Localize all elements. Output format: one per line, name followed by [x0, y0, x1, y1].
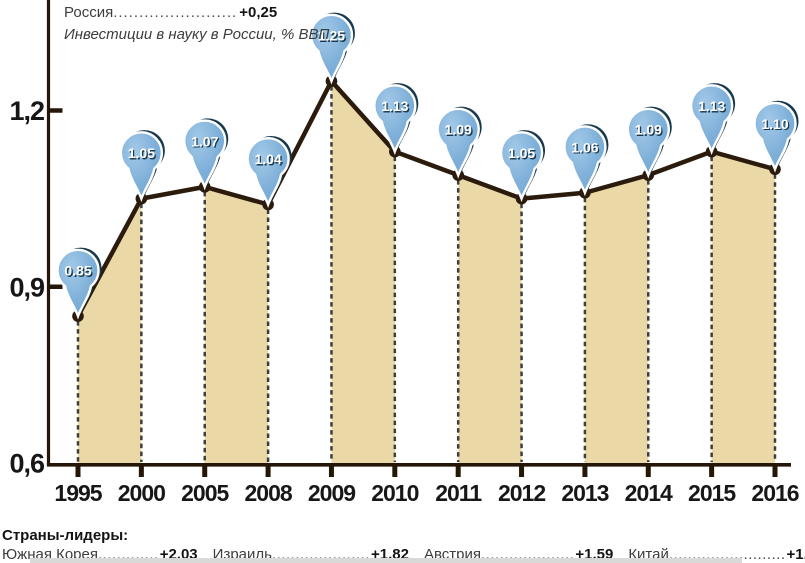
pin-value-label: 1.07	[191, 133, 218, 149]
pin-value-label: 1.09	[635, 122, 662, 138]
area-band	[204, 186, 269, 463]
cropped-bottom-bar	[30, 558, 742, 563]
pin-balloon	[499, 131, 544, 203]
pin-balloon	[246, 137, 290, 209]
pin-value-shadow: 1.05	[129, 146, 156, 162]
pin-value-label: 0.85	[64, 263, 91, 279]
pin-value-shadow: 1.13	[699, 99, 726, 115]
pin-value-label: 1.06	[571, 139, 598, 155]
x-axis-year-label: 2016	[751, 480, 798, 506]
x-axis-year-label: 2014	[625, 480, 673, 506]
value-pin: 1.091.09	[436, 106, 482, 179]
x-axis-year-label: 2015	[688, 480, 736, 506]
value-pin: 1.251.25	[309, 12, 355, 85]
leader-dots: ........................	[113, 4, 238, 21]
pin-value-label: 1.05	[508, 145, 535, 161]
area-band	[584, 175, 649, 463]
pin-balloon	[119, 131, 164, 203]
pin-value-shadow: 1.13	[382, 99, 409, 115]
pin-value-shadow: 1.25	[319, 29, 346, 45]
y-axis-tick-label: 0,9	[9, 272, 45, 302]
chart-subtitle: Инвестиции в науку в России, % ВВП	[64, 26, 330, 43]
leaders-title: Страны-лидеры:	[2, 527, 129, 544]
x-axis-year-label: 2005	[181, 480, 229, 506]
pin-value-shadow: 1.10	[763, 117, 790, 133]
series-label: Россия	[64, 4, 114, 21]
x-axis-year-label: 2013	[561, 480, 608, 506]
series-value: +0,25	[239, 4, 278, 21]
area-band	[458, 175, 522, 463]
value-pin: 1.051.05	[119, 130, 165, 203]
x-axis-year-label: 2010	[371, 480, 418, 506]
pin-value-shadow: 1.07	[192, 135, 219, 151]
area-band	[711, 151, 775, 463]
value-pin: 1.071.07	[183, 118, 229, 191]
pin-value-label: 1.09	[445, 122, 472, 138]
value-pin: 1.101.10	[753, 100, 799, 173]
value-pin: 1.091.09	[626, 106, 672, 179]
pin-value-label: 1.13	[381, 98, 408, 114]
x-axis-year-label: 2000	[118, 480, 165, 506]
value-pin: 1.131.13	[689, 83, 736, 156]
x-axis-year-label: 1995	[54, 480, 102, 506]
value-pin: 1.041.04	[246, 135, 292, 209]
pin-value-label: 1.25	[318, 28, 345, 44]
pin-value-shadow: 0.85	[66, 264, 93, 280]
pin-value-label: 1.05	[128, 145, 155, 161]
pin-balloon	[563, 125, 607, 197]
x-axis-year-label: 2011	[435, 480, 482, 506]
pin-value-label: 1.04	[254, 151, 281, 167]
country-value: +1,5	[786, 546, 805, 563]
pin-value-shadow: 1.05	[509, 146, 536, 162]
value-pin: 1.051.05	[499, 130, 546, 203]
y-axis-tick-label: 0,6	[9, 449, 45, 479]
pin-value-label: 1.13	[698, 98, 725, 114]
pin-balloon	[689, 84, 734, 156]
pin-value-shadow: 1.06	[573, 141, 600, 157]
y-axis-tick-label: 1,2	[9, 96, 44, 126]
data-line	[75, 78, 778, 319]
pin-balloon	[373, 84, 417, 156]
series-line: Россия........................ +0,25	[64, 4, 329, 21]
pin-balloon	[436, 107, 480, 179]
x-axis-year-label: 2009	[308, 480, 355, 506]
value-pin: 1.131.13	[373, 83, 419, 156]
pin-value-shadow: 1.09	[446, 123, 473, 139]
chart-header: Россия........................ +0,25 Инве…	[64, 4, 329, 43]
value-pin: 1.061.06	[563, 124, 609, 197]
pin-balloon	[753, 101, 797, 173]
area-band	[331, 81, 395, 463]
pin-balloon	[183, 119, 227, 191]
pin-balloon	[626, 107, 670, 179]
value-pin: 0.850.85	[56, 247, 102, 320]
pin-balloon	[309, 13, 354, 85]
pin-value-shadow: 1.04	[256, 152, 283, 168]
pin-balloon	[56, 248, 100, 320]
x-axis-year-label: 2008	[245, 480, 293, 506]
x-axis-year-label: 2012	[498, 480, 545, 506]
pin-value-shadow: 1.09	[636, 123, 663, 139]
pin-value-label: 1.10	[761, 116, 788, 132]
line-chart: 0,6 0,9 1,2 1995 2000 2005 2008 2009 2010 2011 201…	[9, 0, 800, 506]
area-band	[78, 198, 142, 463]
